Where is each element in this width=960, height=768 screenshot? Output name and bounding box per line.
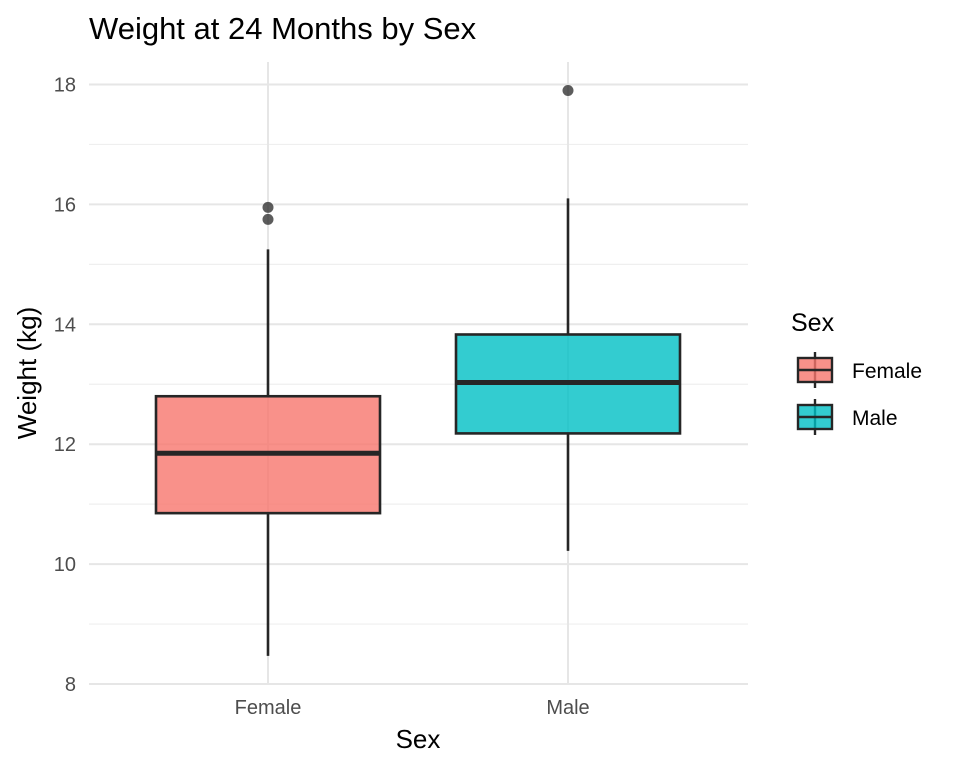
box-series — [154, 84, 682, 656]
x-tick-label: Female — [235, 697, 302, 719]
legend-label: Male — [852, 407, 898, 430]
x-axis-title: Sex — [396, 724, 441, 754]
legend-title: Sex — [791, 309, 835, 337]
legend: Sex Female Male — [791, 309, 922, 435]
y-tick-label: 12 — [54, 434, 76, 456]
y-tick-label: 16 — [54, 194, 76, 216]
box-male — [454, 84, 682, 551]
chart-title: Weight at 24 Months by Sex — [89, 11, 477, 46]
outlier-point — [562, 84, 574, 96]
y-tick-label: 18 — [54, 75, 76, 97]
legend-key-female — [796, 352, 834, 388]
x-tick-label: Male — [546, 697, 589, 719]
y-tick-label: 8 — [65, 674, 76, 696]
legend-label: Female — [852, 360, 922, 383]
legend-key-male — [796, 399, 834, 435]
y-tick-label: 10 — [54, 554, 76, 576]
axes: 8 10 12 14 16 18 Female Male — [54, 75, 590, 720]
y-axis-title: Weight (kg) — [12, 307, 42, 439]
outlier-point — [262, 213, 274, 225]
y-tick-label: 14 — [54, 314, 76, 336]
box-female — [154, 201, 382, 656]
outlier-point — [262, 201, 274, 213]
